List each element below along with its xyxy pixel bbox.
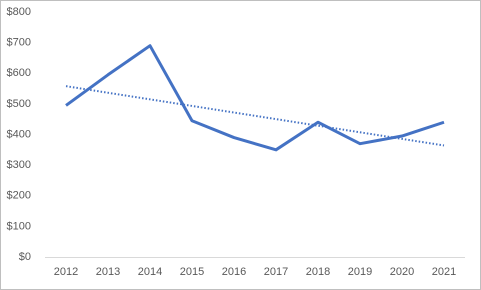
data-line xyxy=(65,44,445,152)
y-tick-label: $300 xyxy=(7,159,31,171)
x-tick-label: 2021 xyxy=(432,266,456,278)
y-tick-label: $0 xyxy=(19,251,31,263)
y-tick-label: $800 xyxy=(7,6,31,18)
x-tick-label: 2015 xyxy=(180,266,204,278)
x-tick-label: 2019 xyxy=(348,266,372,278)
y-tick-label: $100 xyxy=(7,220,31,232)
x-tick-label: 2016 xyxy=(222,266,246,278)
x-tick-label: 2017 xyxy=(264,266,288,278)
y-tick-label: $400 xyxy=(7,128,31,140)
y-tick-label: $500 xyxy=(7,98,31,110)
x-tick-label: 2013 xyxy=(96,266,120,278)
x-tick-label: 2018 xyxy=(306,266,330,278)
x-tick-label: 2014 xyxy=(138,266,162,278)
x-tick-label: 2020 xyxy=(390,266,414,278)
trendline xyxy=(65,85,445,147)
y-tick-label: $200 xyxy=(7,190,31,202)
y-tick-label: $700 xyxy=(7,37,31,49)
y-tick-label: $600 xyxy=(7,67,31,79)
x-tick-label: 2012 xyxy=(54,266,78,278)
